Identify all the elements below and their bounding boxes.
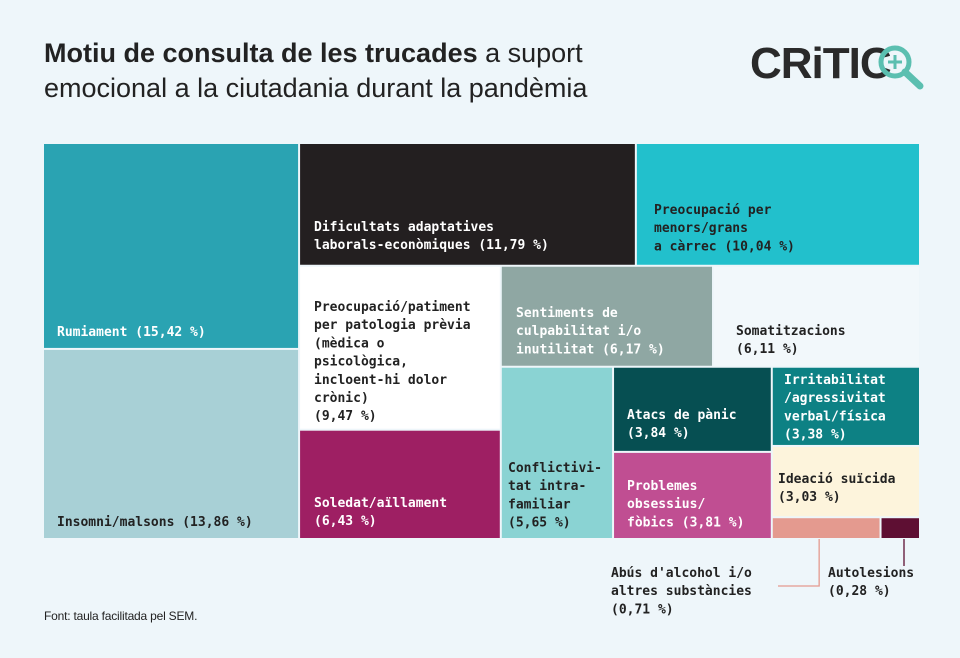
- data-label: Sentiments de culpabilitat i/o inutilitat …: [516, 306, 665, 357]
- data-label: Ideació suïcida (3,03 %): [778, 472, 896, 505]
- treemap-cell: [772, 367, 919, 445]
- treemap-cell: [300, 430, 500, 538]
- logo-text: CRiTIC: [750, 39, 891, 88]
- data-label: Irritabilitat/agressivitat verbal/física(…: [784, 373, 886, 443]
- critic-logo: CRiTIC: [750, 39, 924, 90]
- treemap-cell: [881, 518, 919, 538]
- data-label: Insomni/malsons (13,86 %): [57, 515, 253, 530]
- treemap-cell: [614, 452, 771, 538]
- treemap-cell: [772, 446, 919, 517]
- data-label: Somatitzacions (6,11 %): [736, 324, 846, 357]
- title-bold: Motiu de consulta de les trucades: [44, 38, 478, 68]
- treemap-cell: [44, 349, 299, 538]
- chart-title: Motiu de consulta de les trucades a supo…: [44, 36, 664, 106]
- data-label: Dificultats adaptatives laborals-econòmiq…: [314, 220, 549, 253]
- data-label: Preocupació/patiment per patologia prèvia…: [314, 300, 471, 424]
- magnifier-icon: [878, 45, 924, 90]
- data-label: Abús d'alcohol i/o altres substàncies (0,7…: [611, 566, 752, 617]
- treemap-cell: [614, 367, 771, 451]
- treemap-cell: [501, 266, 713, 366]
- treemap-cell: [636, 144, 919, 265]
- treemap-cell: [300, 266, 500, 429]
- treemap-cell: [714, 266, 919, 366]
- treemap-cell: [772, 518, 880, 538]
- leader-line: [778, 539, 820, 587]
- data-label: Conflictivi-tat intra-familiar (5,65 %): [508, 461, 602, 531]
- data-label: Atacs de pànic (3,84 %): [627, 408, 737, 441]
- title-normal: a suport emocional a la ciutadania duran…: [44, 38, 588, 103]
- data-label: Soledat/aïllament (6,43 %): [314, 496, 447, 529]
- data-label: Preocupació per menors/grans a càrrec (10,…: [654, 203, 795, 254]
- treemap-cell: [501, 367, 613, 538]
- source-note: Font: taula facilitada pel SEM.: [44, 609, 198, 623]
- data-label: Problemes obsessius/fòbics (3,81 %): [627, 479, 744, 530]
- treemap-cell: [300, 144, 635, 265]
- treemap-cell: [44, 144, 299, 348]
- data-label: Rumiament (15,42 %): [57, 325, 206, 340]
- data-label: Autolesions (0,28 %): [828, 566, 914, 599]
